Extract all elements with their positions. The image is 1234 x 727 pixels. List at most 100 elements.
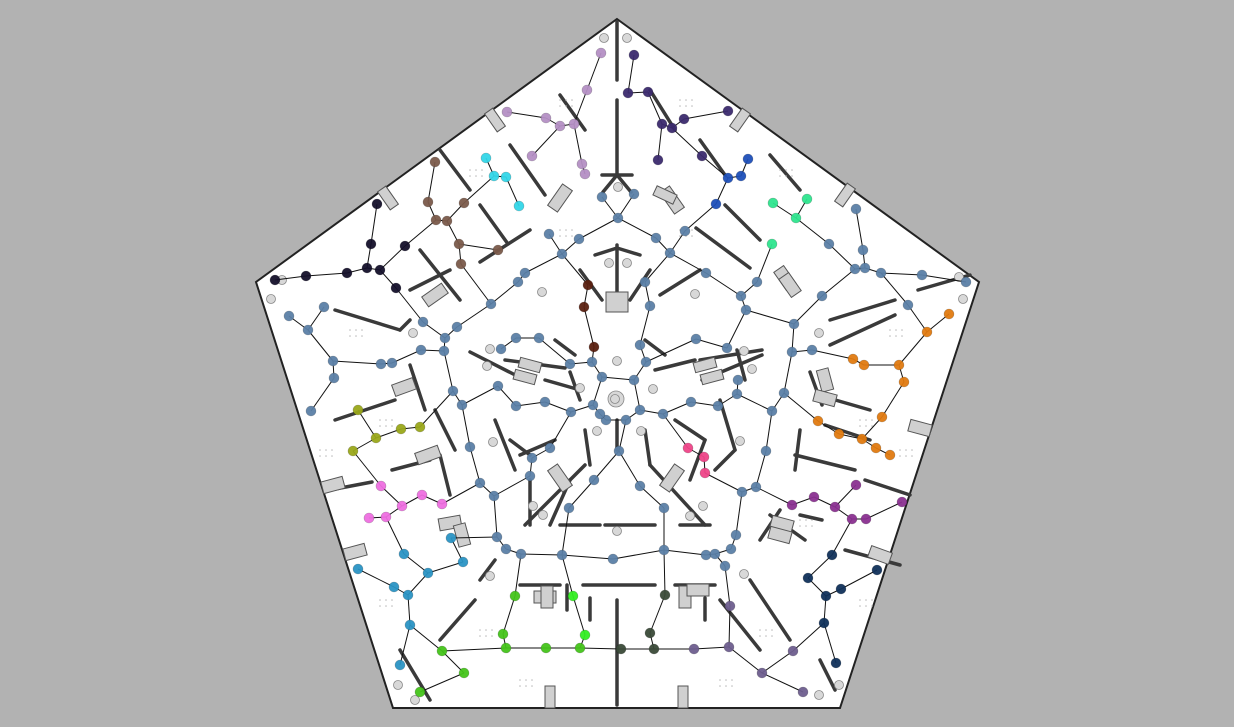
- navy-cluster-node: [835, 583, 847, 595]
- center-network-node: [709, 548, 721, 560]
- center-network-node: [607, 553, 619, 565]
- center-network-node: [650, 232, 662, 244]
- pink-cluster-node: [436, 498, 448, 510]
- hatch-dot: [491, 635, 493, 637]
- navy-cluster-node: [802, 572, 814, 584]
- dark-purple-cluster-node: [622, 87, 634, 99]
- black-cluster-node: [371, 198, 383, 210]
- center-network-node: [587, 399, 599, 411]
- orange-cluster-node: [943, 308, 955, 320]
- hatch-dot: [759, 629, 761, 631]
- link: [795, 217, 830, 245]
- center-network-node: [556, 248, 568, 260]
- hatch-dot: [759, 635, 761, 637]
- idle-marker: [482, 361, 492, 371]
- center-network-node: [849, 263, 861, 275]
- center-network-node: [524, 470, 536, 482]
- link: [662, 401, 692, 415]
- hatch-dot: [355, 329, 357, 331]
- hatch-dot: [811, 519, 813, 521]
- pink-cluster-node: [375, 480, 387, 492]
- center-network-node: [766, 405, 778, 417]
- desk: [320, 475, 346, 495]
- grey-purple-cluster-node: [724, 600, 736, 612]
- hatch-dot: [571, 99, 573, 101]
- idle-marker: [575, 383, 585, 393]
- hatch-dot: [571, 229, 573, 231]
- center-network-node: [500, 543, 512, 555]
- link: [761, 672, 804, 693]
- brown-cluster-node: [453, 238, 465, 250]
- hatch-dot: [685, 105, 687, 107]
- idle-marker: [537, 287, 547, 297]
- orange-cluster-node: [898, 376, 910, 388]
- link: [441, 650, 465, 674]
- wall: [735, 348, 747, 382]
- wall: [713, 448, 737, 472]
- hatch-dot: [479, 635, 481, 637]
- hatch-dot: [475, 169, 477, 171]
- hatch-dot: [865, 425, 867, 427]
- hatch-dot: [559, 99, 561, 101]
- purple-cluster-node: [786, 499, 798, 511]
- olive-cluster-node: [414, 421, 426, 433]
- center-network-node: [565, 406, 577, 418]
- idle-marker: [814, 690, 824, 700]
- center-network-node: [510, 332, 522, 344]
- hatch-dot: [899, 449, 901, 451]
- wall: [478, 228, 532, 264]
- brown-cluster-node: [430, 214, 442, 226]
- black-cluster-node: [365, 238, 377, 250]
- mint-cluster-node: [767, 197, 779, 209]
- center-network-node: [816, 290, 828, 302]
- idle-marker: [410, 695, 420, 705]
- center-network-node: [634, 404, 646, 416]
- desk: [512, 368, 538, 386]
- green-cluster-node: [458, 667, 470, 679]
- link: [617, 217, 657, 239]
- cyan-cluster-node: [480, 152, 492, 164]
- brown-cluster-node: [422, 196, 434, 208]
- center-network-node: [644, 300, 656, 312]
- hatch-dot: [895, 335, 897, 337]
- hatch-dot: [685, 99, 687, 101]
- link: [828, 243, 856, 270]
- hatch-dot: [525, 679, 527, 681]
- desk: [692, 356, 718, 374]
- hatch-dot: [519, 679, 521, 681]
- center-network-node: [283, 310, 295, 322]
- center-network-node: [492, 380, 504, 392]
- center-network-node: [491, 531, 503, 543]
- center-network-node: [806, 344, 818, 356]
- desk: [546, 463, 574, 493]
- hatch-dot: [475, 175, 477, 177]
- grey-purple-cluster-node: [688, 643, 700, 655]
- hatch-dot: [679, 99, 681, 101]
- lavender-cluster-node: [576, 158, 588, 170]
- black-cluster-node: [361, 262, 373, 274]
- maroon-cluster-node: [582, 279, 594, 291]
- idle-marker: [685, 511, 695, 521]
- pink-cluster-node: [416, 489, 428, 501]
- center-network-node: [613, 445, 625, 457]
- orange-cluster-node: [921, 326, 933, 338]
- desk: [699, 368, 725, 386]
- center-network-node: [736, 486, 748, 498]
- center-network-node: [657, 408, 669, 420]
- hatch-dot: [331, 449, 333, 451]
- wall: [493, 418, 517, 472]
- desk: [517, 356, 543, 374]
- center-network-node: [573, 233, 585, 245]
- idle-marker: [612, 526, 622, 536]
- hatch-dot: [379, 425, 381, 427]
- link: [601, 376, 635, 381]
- link: [724, 565, 731, 607]
- link: [332, 360, 382, 365]
- link: [441, 647, 507, 652]
- wall: [658, 268, 702, 297]
- orange-cluster-node: [858, 359, 870, 371]
- wall: [398, 318, 412, 332]
- center-network-node: [594, 408, 606, 420]
- lavender-cluster-node: [554, 120, 566, 132]
- brown-cluster-node: [455, 258, 467, 270]
